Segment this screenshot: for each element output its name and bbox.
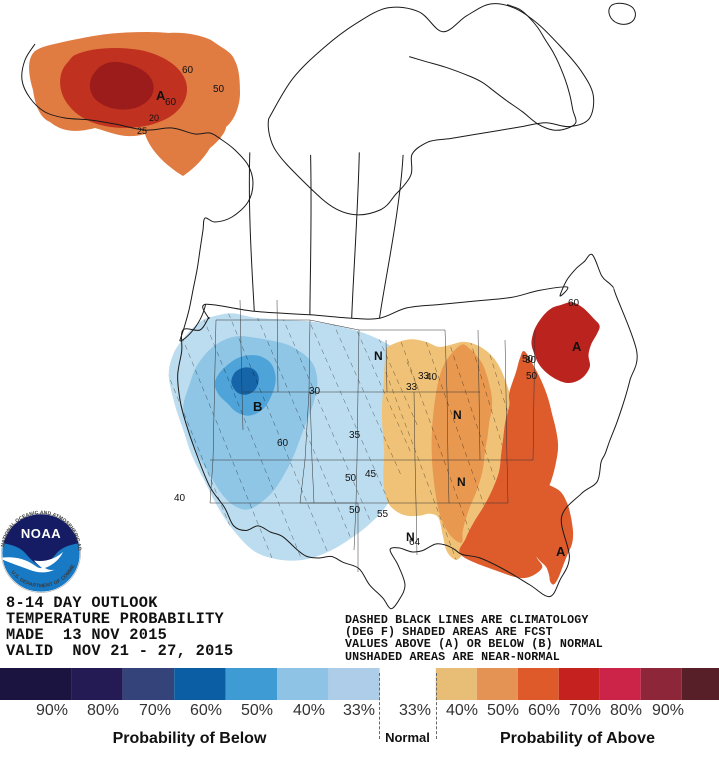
svg-text:60: 60	[182, 65, 194, 76]
svg-text:45: 45	[365, 469, 377, 480]
svg-text:50: 50	[349, 505, 361, 516]
svg-text:40: 40	[426, 372, 438, 383]
svg-text:50: 50	[522, 354, 534, 365]
svg-text:A: A	[556, 544, 566, 559]
svg-text:60: 60	[277, 438, 289, 449]
svg-text:40: 40	[174, 493, 186, 504]
svg-text:A: A	[572, 339, 582, 354]
svg-text:25: 25	[137, 126, 147, 136]
svg-text:50: 50	[526, 371, 538, 382]
svg-text:30: 30	[309, 386, 321, 397]
svg-text:60: 60	[568, 298, 580, 309]
svg-text:50: 50	[345, 473, 357, 484]
svg-text:55: 55	[377, 509, 389, 520]
svg-text:N: N	[453, 408, 462, 422]
svg-text:N: N	[457, 475, 466, 489]
svg-text:60: 60	[165, 97, 177, 108]
svg-text:20: 20	[149, 113, 159, 123]
svg-text:35: 35	[349, 430, 361, 441]
svg-text:N: N	[406, 530, 415, 544]
svg-text:33: 33	[406, 382, 418, 393]
svg-text:NOAA: NOAA	[21, 526, 61, 541]
svg-text:B: B	[253, 399, 262, 414]
svg-text:N: N	[374, 349, 383, 363]
svg-text:50: 50	[213, 84, 225, 95]
